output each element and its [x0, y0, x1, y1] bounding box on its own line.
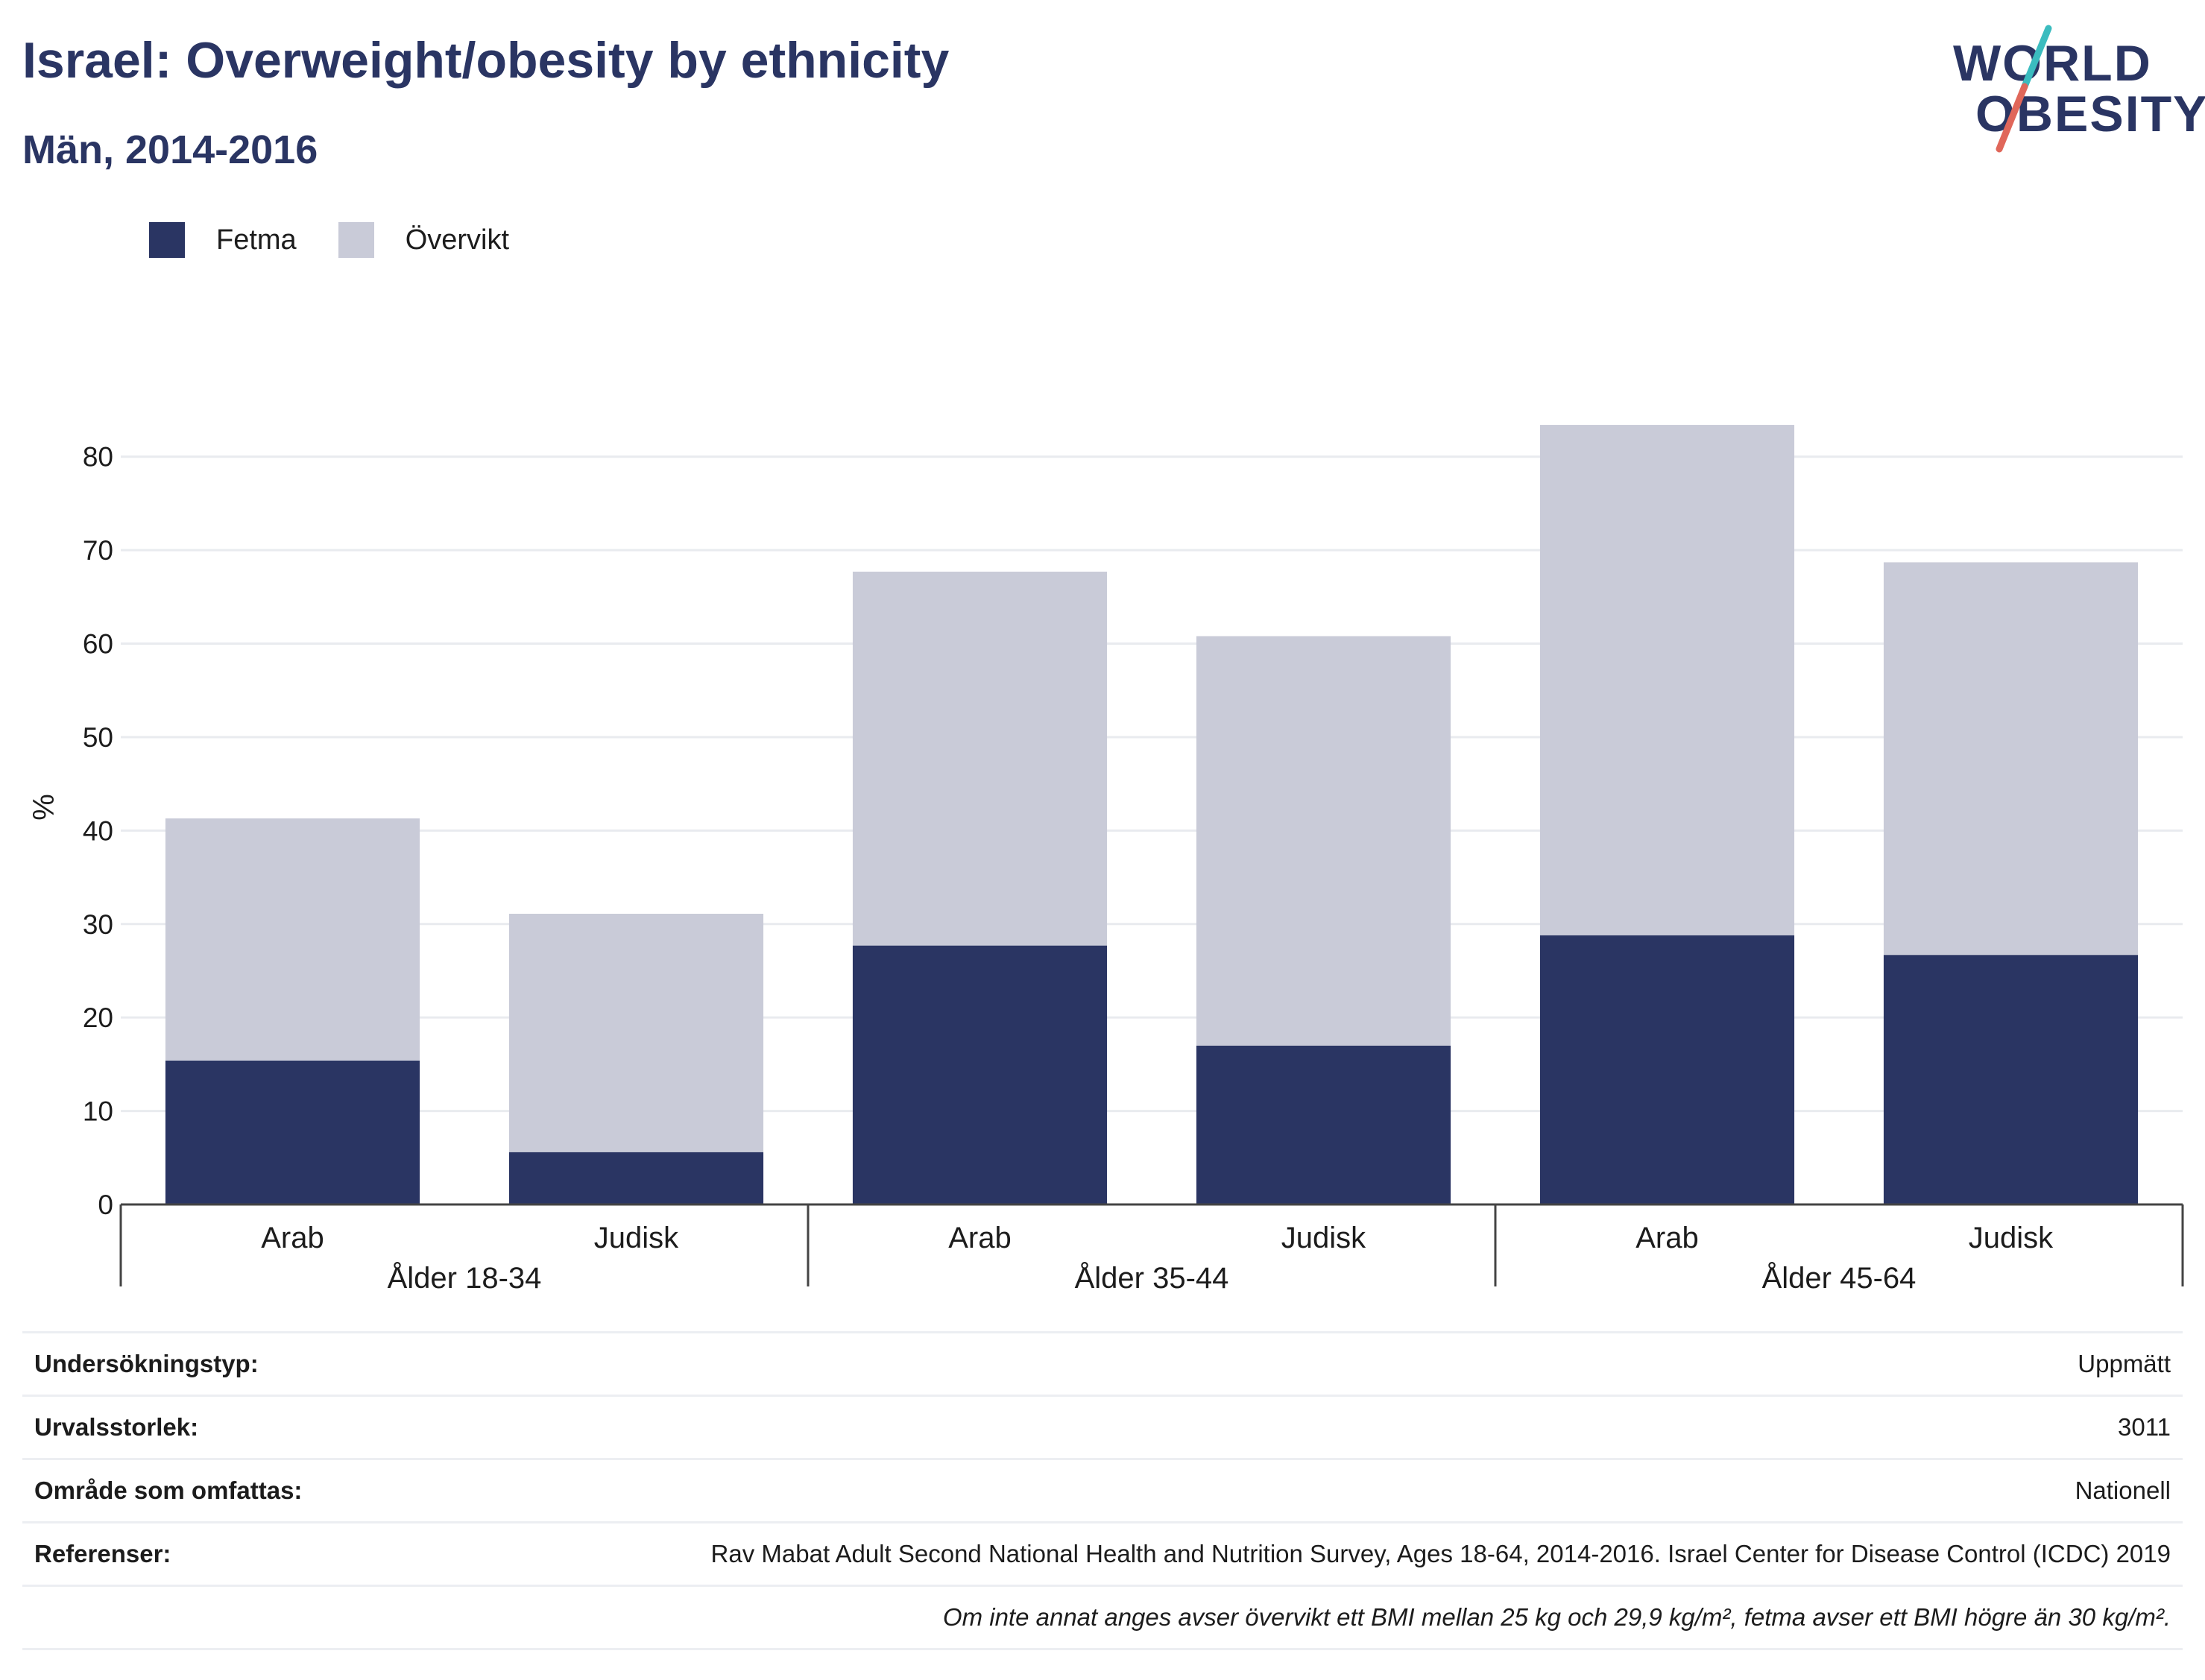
bar-overvikt — [852, 571, 1108, 946]
y-tick-label: 0 — [98, 1190, 113, 1220]
bar-fetma — [1196, 1045, 1451, 1204]
x-tick-label: Arab — [1635, 1222, 1699, 1254]
info-row-footnote: Om inte annat anges avser övervikt ett B… — [22, 1585, 2183, 1650]
chart-legend: Fetma Övervikt — [149, 222, 551, 258]
info-value: 3011 — [368, 1395, 2183, 1459]
y-tick-label: 70 — [83, 535, 113, 566]
bar-fetma — [165, 1060, 420, 1204]
bar-overvikt — [1539, 425, 1795, 935]
info-key: Område som omfattas: — [22, 1458, 368, 1523]
bar-overvikt — [1196, 636, 1451, 1046]
y-tick-label: 80 — [83, 442, 113, 473]
x-tick-label: Arab — [261, 1222, 324, 1254]
logo-line1: WORLD — [1953, 35, 2152, 92]
legend-label-overvikt: Övervikt — [405, 224, 510, 256]
info-key: Urvalsstorlek: — [22, 1395, 368, 1459]
info-row-survey-type: Undersökningstyp: Uppmätt — [22, 1331, 2183, 1396]
legend-item-overvikt[interactable]: Övervikt — [338, 222, 509, 258]
group-label: Ålder 45-64 — [1762, 1261, 1917, 1295]
y-tick-label: 10 — [83, 1096, 113, 1127]
y-tick-label: 40 — [83, 815, 113, 846]
legend-item-fetma[interactable]: Fetma — [149, 222, 297, 258]
x-tick-label: Judisk — [1281, 1222, 1366, 1254]
bar-fetma — [1883, 955, 2139, 1204]
world-obesity-logo: WORLD OBESITY — [1931, 22, 2205, 157]
bar-overvikt — [508, 913, 764, 1152]
group-label: Ålder 18-34 — [388, 1261, 542, 1295]
bar-fetma — [1539, 935, 1795, 1204]
group-label: Ålder 35-44 — [1075, 1261, 1229, 1295]
info-row-references: Referenser: Rav Mabat Adult Second Natio… — [22, 1521, 2183, 1586]
info-value: Rav Mabat Adult Second National Health a… — [368, 1521, 2183, 1586]
info-row-area: Område som omfattas: Nationell — [22, 1458, 2183, 1523]
info-table: Undersökningstyp: Uppmätt Urvalsstorlek:… — [22, 1331, 2183, 1650]
y-axis-label: % — [28, 794, 60, 821]
y-tick-label: 50 — [83, 722, 113, 753]
bar-fetma — [508, 1152, 764, 1204]
legend-label-fetma: Fetma — [216, 224, 297, 256]
legend-swatch-overvikt — [338, 222, 374, 258]
logo-slash-icon — [1996, 25, 2052, 153]
y-tick-label: 20 — [83, 1002, 113, 1033]
y-tick-label: 30 — [83, 909, 113, 940]
info-key: Undersökningstyp: — [22, 1331, 368, 1396]
info-value: Nationell — [368, 1458, 2183, 1523]
x-tick-label: Judisk — [1969, 1222, 2054, 1254]
y-tick-label: 60 — [83, 629, 113, 660]
chart-title: Israel: Overweight/obesity by ethnicity — [22, 32, 950, 89]
bar-overvikt — [1883, 562, 2139, 956]
stacked-bar-chart: 0 10 20 30 40 50 60 70 80% Arab Judisk Arab Judisk Ar… — [28, 425, 2184, 1295]
x-tick-label: Judisk — [594, 1222, 679, 1254]
bar-fetma — [852, 945, 1108, 1204]
bar-overvikt — [165, 818, 420, 1061]
footnote: Om inte annat anges avser övervikt ett B… — [368, 1585, 2183, 1650]
info-key: Referenser: — [22, 1521, 368, 1586]
legend-swatch-fetma — [149, 222, 185, 258]
info-row-sample-size: Urvalsstorlek: 3011 — [22, 1395, 2183, 1459]
info-value: Uppmätt — [368, 1331, 2183, 1396]
x-tick-label: Arab — [948, 1222, 1012, 1254]
chart-subtitle: Män, 2014-2016 — [22, 127, 318, 172]
